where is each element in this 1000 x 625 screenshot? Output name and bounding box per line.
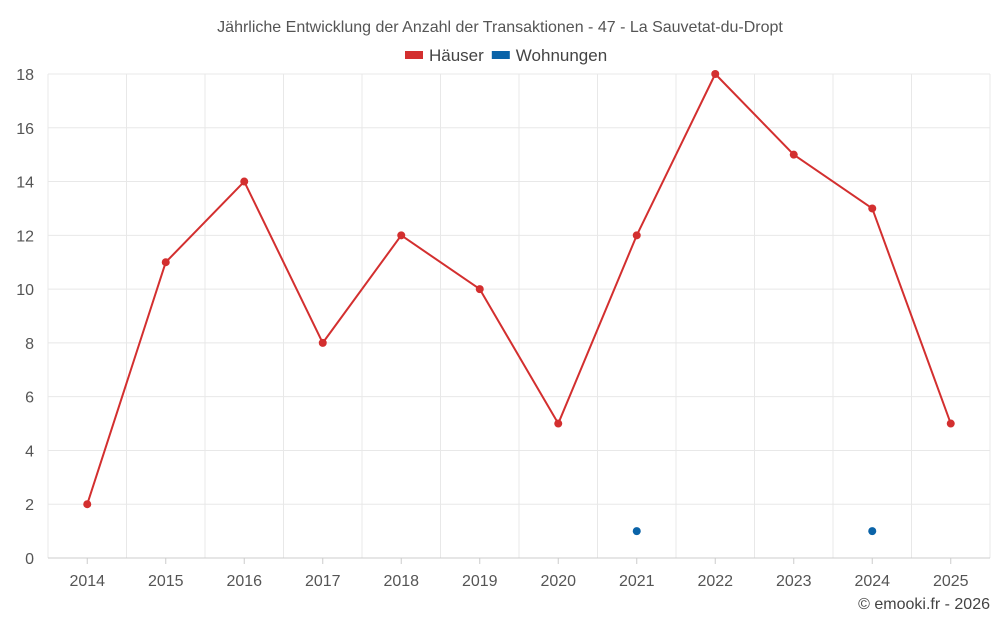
x-tick-label: 2025 [933,573,969,590]
data-point[interactable] [789,150,798,159]
data-point[interactable] [711,70,720,78]
legend[interactable]: Häuser Wohnungen [405,46,607,65]
legend-item-h-user[interactable]: Häuser [405,46,484,65]
series-h-user [83,70,955,509]
chart-title: Jährliche Entwicklung der Anzahl der Tra… [217,19,783,36]
y-tick-label: 12 [16,228,34,245]
x-tick-label: 2024 [854,573,890,590]
x-tick-label: 2022 [697,573,733,590]
data-point[interactable] [318,338,327,347]
x-tick-label: 2020 [540,573,576,590]
x-tick-label: 2019 [462,573,498,590]
data-point[interactable] [83,500,92,509]
series-wohnungen [632,527,877,536]
y-tick-label: 10 [16,282,34,299]
legend-swatch [405,51,423,59]
y-tick-label: 6 [25,390,34,407]
axes: 0 2 4 6 8 10 12 14 16 18 2014 2015 2016 2017 2018 2019 2… [16,67,990,590]
x-tick-label: 2018 [383,573,419,590]
x-tick-label: 2021 [619,573,655,590]
legend-label: Häuser [429,46,484,65]
series-line [86,73,952,505]
x-tick-label: 2014 [69,573,105,590]
legend-item-wohnungen[interactable]: Wohnungen [491,46,607,65]
y-tick-label: 2 [25,497,34,514]
data-point[interactable] [554,419,563,428]
data-point[interactable] [632,527,641,536]
data-point[interactable] [397,231,406,240]
series-layer [83,70,955,536]
data-point[interactable] [161,258,170,267]
y-tick-label: 0 [25,551,34,568]
legend-swatch [491,51,510,59]
y-tick-label: 4 [25,443,34,460]
y-tick-label: 18 [16,67,34,84]
data-point[interactable] [868,204,877,213]
x-tick-label: 2015 [148,573,184,590]
legend-label: Wohnungen [516,46,607,65]
y-tick-label: 14 [16,175,34,192]
data-point[interactable] [475,285,484,294]
y-tick-label: 8 [25,336,34,353]
grid [47,73,991,558]
data-point[interactable] [946,419,955,428]
data-point[interactable] [632,231,641,240]
y-tick-label: 16 [16,121,34,138]
data-point[interactable] [868,527,877,536]
x-tick-label: 2017 [305,573,341,590]
credit-text: © emooki.fr - 2026 [858,596,990,613]
x-tick-label: 2023 [776,573,812,590]
x-tick-label: 2016 [226,573,262,590]
data-point[interactable] [240,177,249,186]
